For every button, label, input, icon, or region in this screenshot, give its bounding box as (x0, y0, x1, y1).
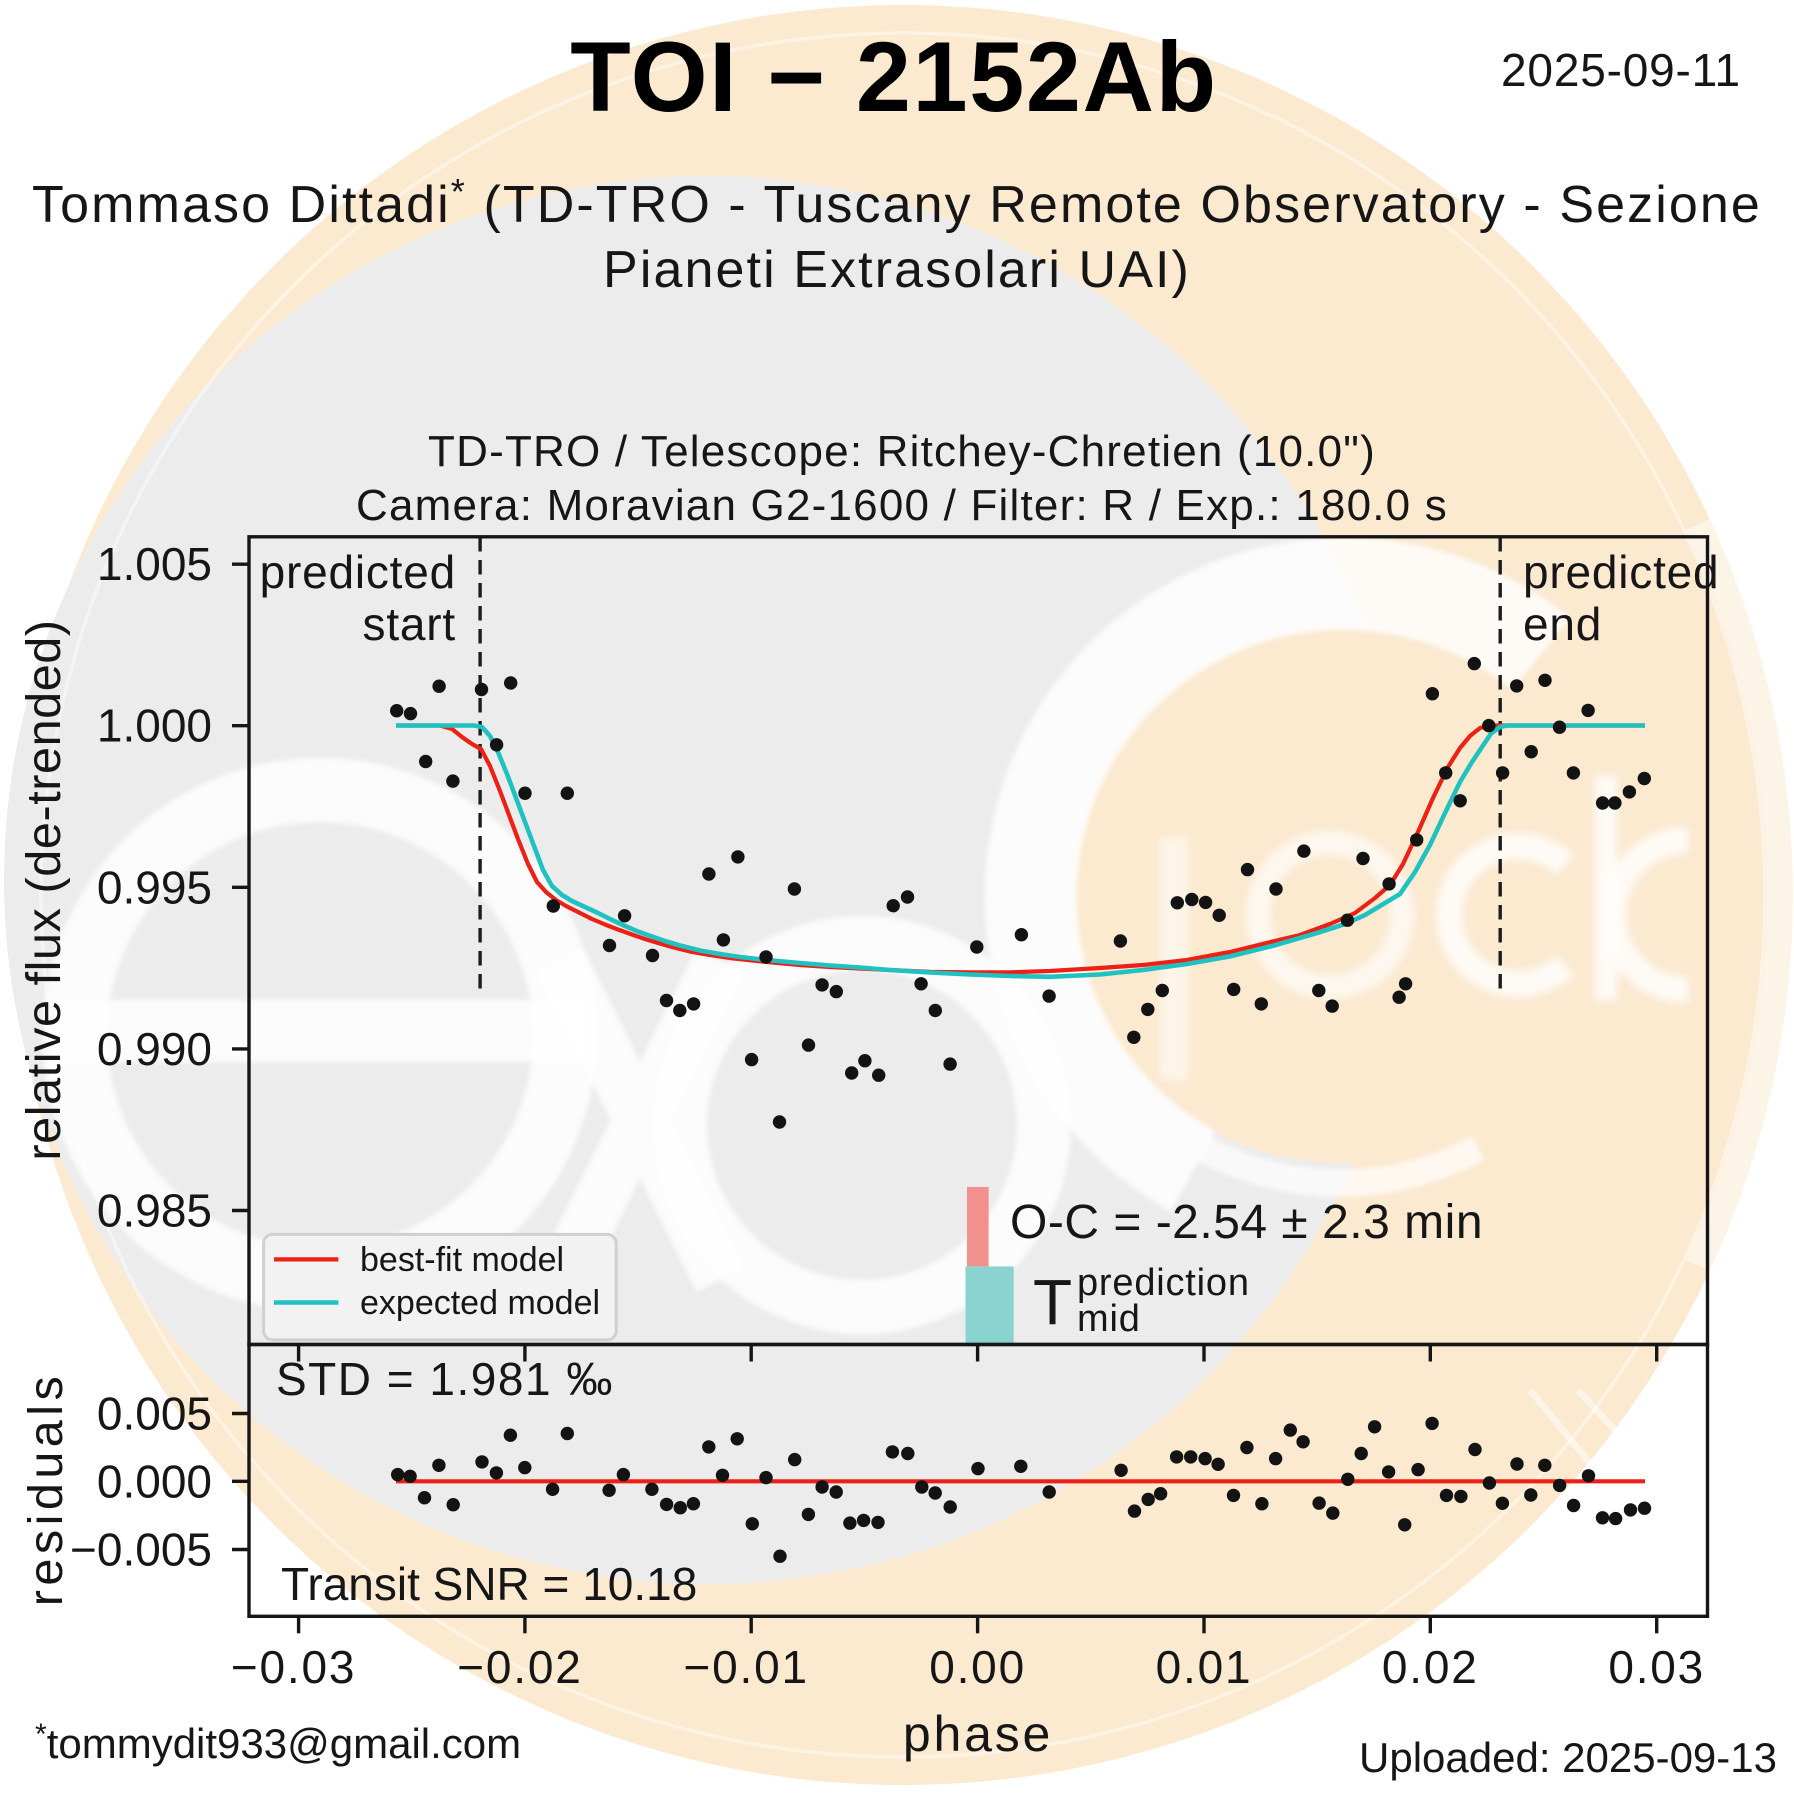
svg-text:Pianeti Extrasolari UAI): Pianeti Extrasolari UAI) (603, 241, 1191, 299)
svg-text:mid: mid (1077, 1298, 1141, 1340)
svg-text:−0.02: −0.02 (457, 1641, 582, 1693)
svg-text:best-fit model: best-fit model (360, 1241, 564, 1279)
svg-text:1.005: 1.005 (97, 538, 212, 590)
svg-text:0.000: 0.000 (97, 1455, 212, 1507)
svg-text:TOI − 2152Ab: TOI − 2152Ab (570, 21, 1217, 132)
svg-text:Uploaded: 2025-09-13: Uploaded: 2025-09-13 (1359, 1734, 1777, 1781)
svg-text:Camera: Moravian G2-1600 / Fil: Camera: Moravian G2-1600 / Filter: R / E… (356, 481, 1448, 530)
svg-text:−0.01: −0.01 (683, 1641, 808, 1693)
svg-text:phase: phase (903, 1706, 1053, 1762)
svg-text:end: end (1523, 598, 1602, 650)
svg-text:0.995: 0.995 (97, 861, 212, 913)
svg-text:0.01: 0.01 (1156, 1641, 1253, 1693)
svg-text:residuals: residuals (19, 1372, 73, 1607)
svg-text:start: start (363, 598, 456, 650)
svg-text:0.005: 0.005 (97, 1388, 212, 1440)
svg-text:O-C = -2.54 ± 2.3 min: O-C = -2.54 ± 2.3 min (1010, 1196, 1483, 1249)
svg-text:Transit SNR = 10.18: Transit SNR = 10.18 (281, 1558, 697, 1610)
svg-text:relative flux (de-trended): relative flux (de-trended) (17, 619, 71, 1160)
svg-text:T: T (1033, 1266, 1072, 1338)
svg-text:−0.03: −0.03 (231, 1641, 356, 1693)
svg-text:0.985: 0.985 (97, 1185, 212, 1237)
svg-text:Tommaso Dittadi* (TD-TRO - Tus: Tommaso Dittadi* (TD-TRO - Tuscany Remot… (32, 171, 1762, 234)
svg-text:2025-09-11: 2025-09-11 (1501, 44, 1741, 96)
svg-text:predicted: predicted (1523, 546, 1719, 598)
svg-text:−0.005: −0.005 (70, 1524, 212, 1576)
svg-text:STD = 1.981 ‰: STD = 1.981 ‰ (276, 1353, 614, 1405)
svg-text:0.02: 0.02 (1382, 1641, 1479, 1693)
svg-text:expected model: expected model (360, 1284, 600, 1322)
svg-text:*tommydit933@gmail.com: *tommydit933@gmail.com (35, 1718, 521, 1767)
svg-text:0.00: 0.00 (929, 1641, 1026, 1693)
svg-text:predicted: predicted (260, 546, 456, 598)
svg-text:TD-TRO / Telescope: Ritchey-Ch: TD-TRO / Telescope: Ritchey-Chretien (10… (428, 427, 1376, 476)
svg-text:1.000: 1.000 (97, 700, 212, 752)
svg-text:0.990: 0.990 (97, 1023, 212, 1075)
svg-text:prediction: prediction (1077, 1262, 1250, 1304)
svg-text:0.03: 0.03 (1608, 1641, 1705, 1693)
